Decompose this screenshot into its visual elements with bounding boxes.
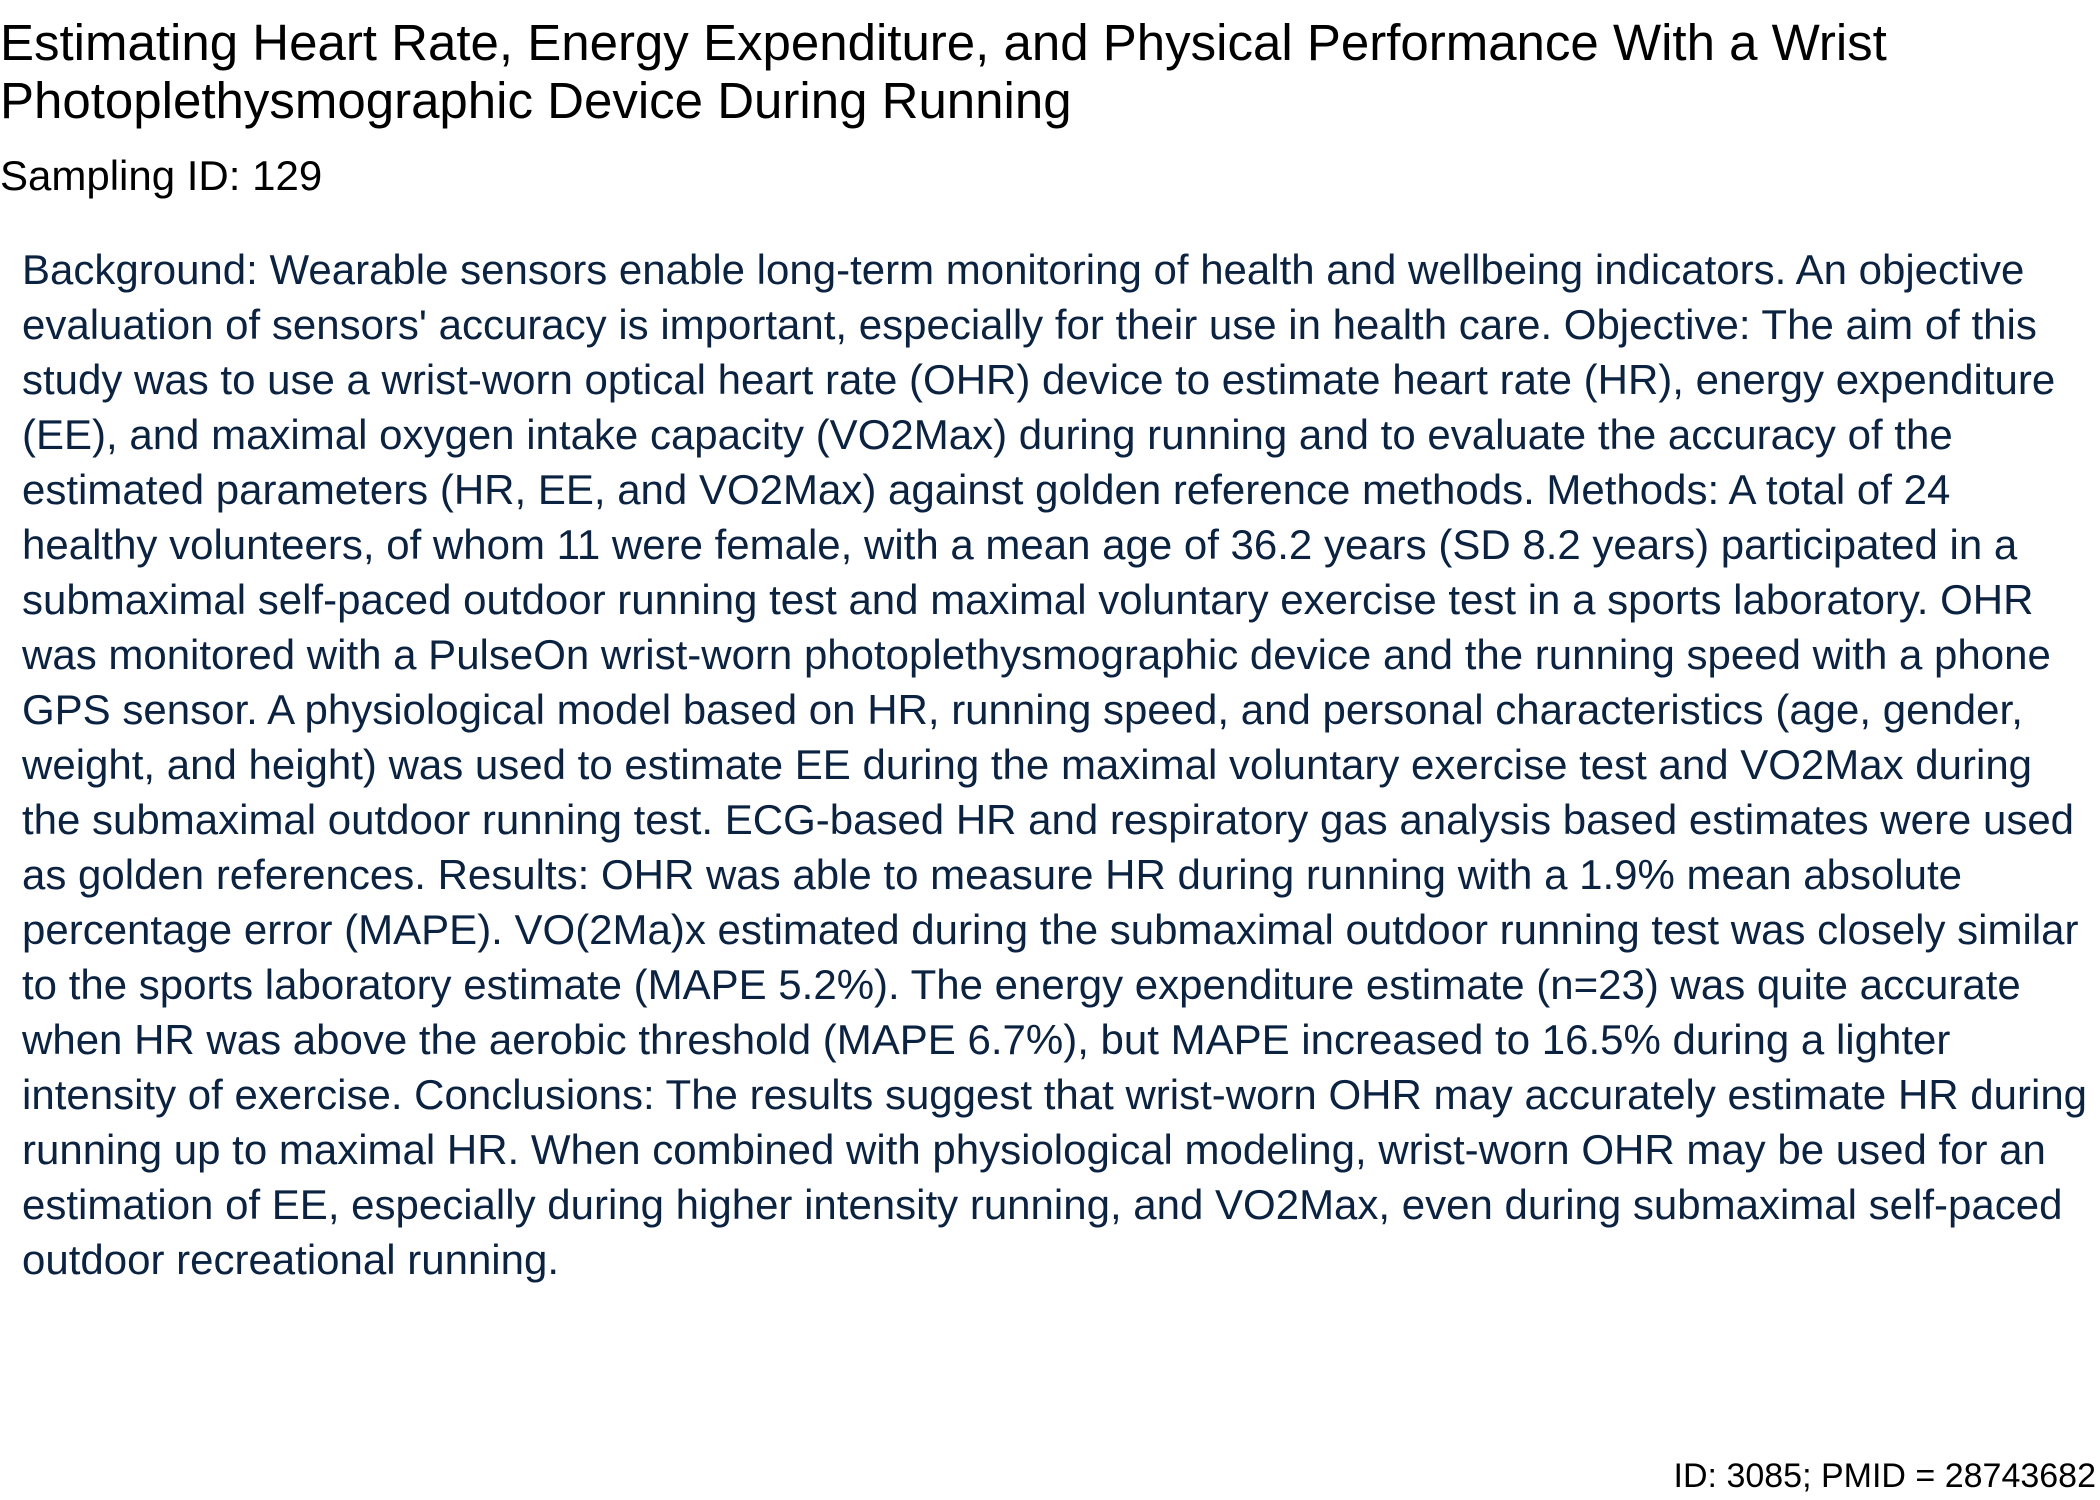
abstract-text: Background: Wearable sensors enable long… bbox=[22, 246, 2088, 1283]
paper-title: Estimating Heart Rate, Energy Expenditur… bbox=[0, 14, 1887, 129]
footer-id: ID: 3085; PMID = 28743682 bbox=[1673, 1457, 2096, 1495]
sampling-id: Sampling ID: 129 bbox=[0, 152, 323, 199]
